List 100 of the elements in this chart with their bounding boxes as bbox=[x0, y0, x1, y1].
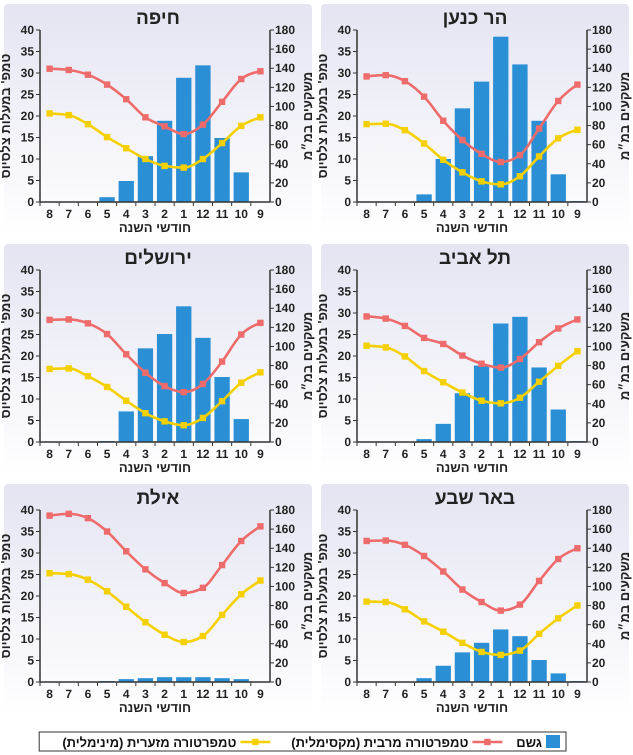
y2-axis-title: משקעים במ״מ bbox=[617, 72, 632, 160]
y2-tick-label: 180 bbox=[275, 263, 296, 277]
y-tick-label: 25 bbox=[338, 88, 352, 102]
x-tick-label: 12 bbox=[196, 207, 210, 221]
x-tick-label: 10 bbox=[234, 447, 248, 461]
y-tick-label: 30 bbox=[338, 306, 352, 320]
y-tick-label: 15 bbox=[20, 610, 34, 624]
y-tick-label: 15 bbox=[20, 130, 34, 144]
y-tick-label: 35 bbox=[338, 44, 352, 58]
x-tick-label: 12 bbox=[196, 687, 210, 701]
chart-title: תל אביב bbox=[438, 248, 512, 269]
x-axis-title: חודשי השנה bbox=[436, 220, 508, 235]
x-tick-label: 3 bbox=[142, 207, 150, 221]
x-tick-label: 4 bbox=[440, 447, 447, 461]
x-tick-label: 4 bbox=[440, 207, 447, 221]
y2-tick-label: 60 bbox=[592, 378, 606, 392]
x-axis-title: חודשי השנה bbox=[436, 460, 508, 475]
y-tick-label: 40 bbox=[338, 263, 352, 277]
x-tick-label: 2 bbox=[161, 687, 168, 701]
y2-tick-label: 20 bbox=[275, 416, 289, 430]
y2-axis-title: משקעים במ״מ bbox=[300, 72, 315, 160]
y-tick-label: 0 bbox=[27, 675, 34, 689]
x-tick-label: 6 bbox=[402, 447, 409, 461]
x-tick-label: 6 bbox=[402, 207, 409, 221]
x-tick-label: 7 bbox=[65, 687, 72, 701]
y-tick-label: 15 bbox=[338, 130, 352, 144]
y-tick-label: 0 bbox=[27, 435, 34, 449]
x-tick-label: 7 bbox=[65, 447, 72, 461]
x-tick-label: 2 bbox=[478, 207, 486, 221]
x-tick-label: 9 bbox=[257, 447, 264, 461]
y2-tick-label: 160 bbox=[592, 42, 612, 56]
x-tick-label: 4 bbox=[122, 447, 130, 461]
x-tick-label: 8 bbox=[46, 207, 54, 221]
y2-tick-label: 140 bbox=[592, 61, 612, 76]
x-axis-title: חודשי השנה bbox=[436, 700, 508, 715]
y2-tick-label: 0 bbox=[592, 435, 599, 449]
y2-axis-title: משקעים במ״מ bbox=[300, 312, 315, 400]
y2-tick-label: 20 bbox=[275, 176, 289, 190]
x-tick-label: 2 bbox=[161, 447, 168, 461]
x-tick-label: 1 bbox=[497, 447, 504, 461]
y-tick-label: 20 bbox=[20, 589, 34, 603]
x-axis-title: חודשי השנה bbox=[118, 700, 192, 715]
y2-tick-label: 100 bbox=[592, 339, 612, 354]
y2-tick-label: 160 bbox=[275, 42, 296, 56]
y-tick-label: 10 bbox=[338, 152, 352, 166]
y-tick-label: 15 bbox=[338, 370, 352, 384]
x-tick-label: 1 bbox=[497, 207, 504, 221]
y-tick-label: 10 bbox=[20, 392, 34, 406]
y-tick-label: 35 bbox=[20, 284, 34, 298]
y2-tick-label: 60 bbox=[275, 138, 289, 152]
x-tick-label: 8 bbox=[46, 687, 54, 701]
y-tick-label: 25 bbox=[20, 328, 34, 342]
y2-tick-label: 80 bbox=[592, 598, 606, 613]
x-tick-label: 1 bbox=[497, 687, 504, 701]
y-tick-label: 10 bbox=[20, 632, 34, 646]
x-tick-label: 3 bbox=[142, 687, 150, 701]
x-tick-label: 5 bbox=[420, 207, 428, 221]
y-tick-label: 40 bbox=[20, 263, 34, 277]
y2-tick-label: 180 bbox=[592, 263, 612, 277]
y-tick-label: 15 bbox=[20, 370, 34, 384]
x-tick-label: 2 bbox=[161, 207, 168, 221]
y-tick-label: 25 bbox=[20, 88, 34, 102]
x-tick-label: 1 bbox=[180, 207, 188, 221]
legend-label: גשם bbox=[516, 735, 542, 750]
y2-tick-label: 40 bbox=[592, 156, 606, 171]
legend-label: טמפרטורה מזערית (מינימלית) bbox=[62, 735, 236, 750]
y2-tick-label: 120 bbox=[592, 320, 612, 334]
y2-tick-label: 160 bbox=[275, 282, 296, 296]
chart-title: אילת bbox=[136, 488, 180, 509]
x-tick-label: 12 bbox=[196, 447, 210, 461]
x-tick-label: 12 bbox=[513, 687, 527, 701]
y2-tick-label: 80 bbox=[592, 358, 606, 373]
y-tick-label: 5 bbox=[344, 654, 352, 668]
y2-tick-label: 140 bbox=[592, 301, 612, 316]
y2-tick-label: 60 bbox=[592, 138, 606, 152]
x-tick-label: 5 bbox=[420, 447, 428, 461]
y2-tick-label: 40 bbox=[275, 396, 289, 411]
x-tick-label: 11 bbox=[216, 687, 229, 701]
x-axis-title: חודשי השנה bbox=[118, 220, 192, 235]
y-tick-label: 40 bbox=[20, 23, 34, 37]
x-tick-label: 9 bbox=[574, 447, 582, 461]
x-tick-label: 9 bbox=[257, 207, 264, 221]
y-tick-label: 30 bbox=[338, 546, 352, 560]
x-tick-label: 4 bbox=[122, 687, 130, 701]
y-tick-label: 20 bbox=[338, 589, 352, 603]
x-tick-label: 1 bbox=[180, 447, 188, 461]
y2-tick-label: 180 bbox=[275, 503, 296, 517]
y2-tick-label: 140 bbox=[275, 61, 296, 76]
y2-tick-label: 160 bbox=[592, 522, 612, 536]
y2-tick-label: 60 bbox=[275, 378, 289, 392]
x-tick-label: 11 bbox=[216, 447, 229, 461]
y-tick-label: 5 bbox=[27, 654, 34, 668]
y2-tick-label: 60 bbox=[275, 618, 289, 632]
y2-axis-title: משקעים במ״מ bbox=[617, 312, 632, 400]
x-tick-label: 11 bbox=[532, 687, 546, 701]
chart-title: ירושלים bbox=[124, 248, 192, 269]
y2-tick-label: 0 bbox=[592, 195, 599, 209]
y2-tick-label: 180 bbox=[275, 23, 296, 37]
y-tick-label: 30 bbox=[20, 546, 34, 560]
x-tick-label: 8 bbox=[363, 687, 370, 701]
